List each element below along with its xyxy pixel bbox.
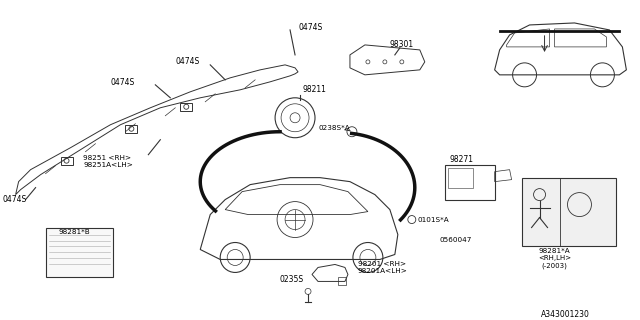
Bar <box>61 157 72 165</box>
Text: 0474S: 0474S <box>3 195 27 204</box>
Bar <box>445 165 495 200</box>
Text: 98281*B: 98281*B <box>58 228 90 235</box>
Text: 0474S: 0474S <box>298 23 323 32</box>
Bar <box>45 228 113 277</box>
Text: 98211: 98211 <box>302 85 326 94</box>
Bar <box>125 125 138 133</box>
Bar <box>180 103 192 111</box>
Text: 0101S*A: 0101S*A <box>418 217 449 222</box>
Text: 0560047: 0560047 <box>440 236 472 243</box>
Text: (-2003): (-2003) <box>541 262 568 269</box>
Bar <box>448 168 473 188</box>
Text: 98201 <RH>
98201A<LH>: 98201 <RH> 98201A<LH> <box>358 261 408 274</box>
Text: 0238S*A: 0238S*A <box>318 125 349 131</box>
Text: 0474S: 0474S <box>175 57 200 66</box>
Text: 0474S: 0474S <box>111 78 134 87</box>
Bar <box>522 178 616 245</box>
Text: A343001230: A343001230 <box>541 310 589 319</box>
Bar <box>338 277 346 285</box>
Text: 0235S: 0235S <box>280 275 304 284</box>
Text: <RH,LH>: <RH,LH> <box>538 255 571 261</box>
Text: 98281*A: 98281*A <box>539 249 570 254</box>
Text: 98271: 98271 <box>450 155 474 164</box>
Text: 98301: 98301 <box>390 40 414 49</box>
Text: 98251 <RH>
98251A<LH>: 98251 <RH> 98251A<LH> <box>83 155 133 168</box>
